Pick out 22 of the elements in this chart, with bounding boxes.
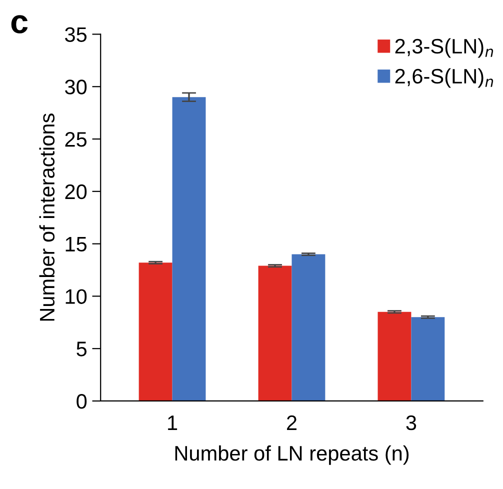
bar <box>411 317 445 401</box>
bar <box>172 97 206 401</box>
x-tick-label: 2 <box>286 415 296 430</box>
chart-title: c <box>11 15 28 34</box>
legend-label: 2,6-S(LN)$_{n}$ <box>395 68 494 88</box>
y-tick-label: 10 <box>66 289 87 304</box>
x-axis-title: Number of LN repeats (n) <box>175 445 409 465</box>
y-axis-title: Number of interactions <box>39 114 55 321</box>
bar <box>138 262 172 401</box>
y-tick-label: 35 <box>65 27 87 42</box>
y-tick-label: 20 <box>65 184 87 200</box>
bar <box>258 266 292 401</box>
y-tick-label: 15 <box>66 237 87 252</box>
x-tick-label: 1 <box>168 416 178 430</box>
y-tick-label: 30 <box>65 80 87 94</box>
y-tick-label: 5 <box>76 342 87 356</box>
x-tick-label: 3 <box>406 415 416 430</box>
legend-label: 2,3-S(LN)$_{n}$ <box>395 38 494 58</box>
y-tick-label: 0 <box>76 394 87 409</box>
y-tick-label: 25 <box>65 132 87 147</box>
bar <box>378 312 412 401</box>
bar <box>292 254 326 401</box>
